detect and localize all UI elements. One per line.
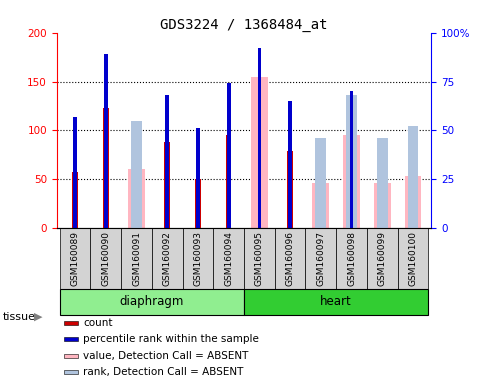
Bar	[374, 183, 390, 228]
Text: GSM160089: GSM160089	[70, 231, 80, 286]
Text: GSM160091: GSM160091	[132, 231, 141, 286]
Bar	[251, 77, 268, 228]
Bar	[350, 91, 353, 228]
Bar	[346, 95, 357, 228]
Bar	[166, 95, 169, 228]
Bar	[64, 321, 78, 325]
Text: GSM160094: GSM160094	[224, 231, 233, 286]
Bar	[367, 228, 397, 289]
Text: tissue: tissue	[2, 312, 35, 322]
Bar	[404, 176, 422, 228]
Bar	[128, 169, 145, 228]
Text: value, Detection Call = ABSENT: value, Detection Call = ABSENT	[83, 351, 248, 361]
Bar	[195, 179, 201, 228]
Bar	[60, 228, 91, 289]
Bar	[408, 126, 419, 228]
Bar	[104, 54, 107, 228]
Text: GSM160100: GSM160100	[408, 231, 418, 286]
Bar	[64, 338, 78, 341]
Bar	[343, 135, 360, 228]
Text: GSM160099: GSM160099	[378, 231, 387, 286]
Bar	[182, 228, 213, 289]
Bar	[275, 228, 306, 289]
Bar	[306, 228, 336, 289]
Bar	[213, 228, 244, 289]
Text: GSM160097: GSM160097	[317, 231, 325, 286]
Text: heart: heart	[320, 295, 352, 308]
Title: GDS3224 / 1368484_at: GDS3224 / 1368484_at	[160, 18, 328, 31]
Bar	[73, 117, 77, 228]
Text: ▶: ▶	[34, 312, 42, 322]
Bar	[244, 228, 275, 289]
Text: GSM160090: GSM160090	[102, 231, 110, 286]
Bar	[121, 228, 152, 289]
Bar	[226, 135, 231, 228]
Bar	[152, 228, 182, 289]
Bar	[91, 228, 121, 289]
Text: GSM160098: GSM160098	[347, 231, 356, 286]
Bar	[72, 172, 78, 228]
Bar	[64, 370, 78, 374]
Bar	[196, 128, 200, 228]
Bar	[313, 183, 329, 228]
Text: GSM160092: GSM160092	[163, 231, 172, 286]
Bar	[103, 108, 108, 228]
Text: rank, Detection Call = ABSENT: rank, Detection Call = ABSENT	[83, 367, 244, 377]
Bar	[316, 138, 326, 228]
Bar	[257, 48, 261, 228]
Bar	[165, 142, 170, 228]
Bar	[244, 289, 428, 315]
Bar	[64, 354, 78, 358]
Text: GSM160096: GSM160096	[285, 231, 295, 286]
Text: GSM160093: GSM160093	[193, 231, 203, 286]
Text: GSM160095: GSM160095	[255, 231, 264, 286]
Bar	[377, 138, 387, 228]
Bar	[397, 228, 428, 289]
Bar	[227, 83, 231, 228]
Text: diaphragm: diaphragm	[120, 295, 184, 308]
Text: count: count	[83, 318, 112, 328]
Bar	[287, 151, 293, 228]
Bar	[60, 289, 244, 315]
Bar	[131, 121, 142, 228]
Bar	[336, 228, 367, 289]
Text: percentile rank within the sample: percentile rank within the sample	[83, 334, 259, 344]
Bar	[288, 101, 292, 228]
